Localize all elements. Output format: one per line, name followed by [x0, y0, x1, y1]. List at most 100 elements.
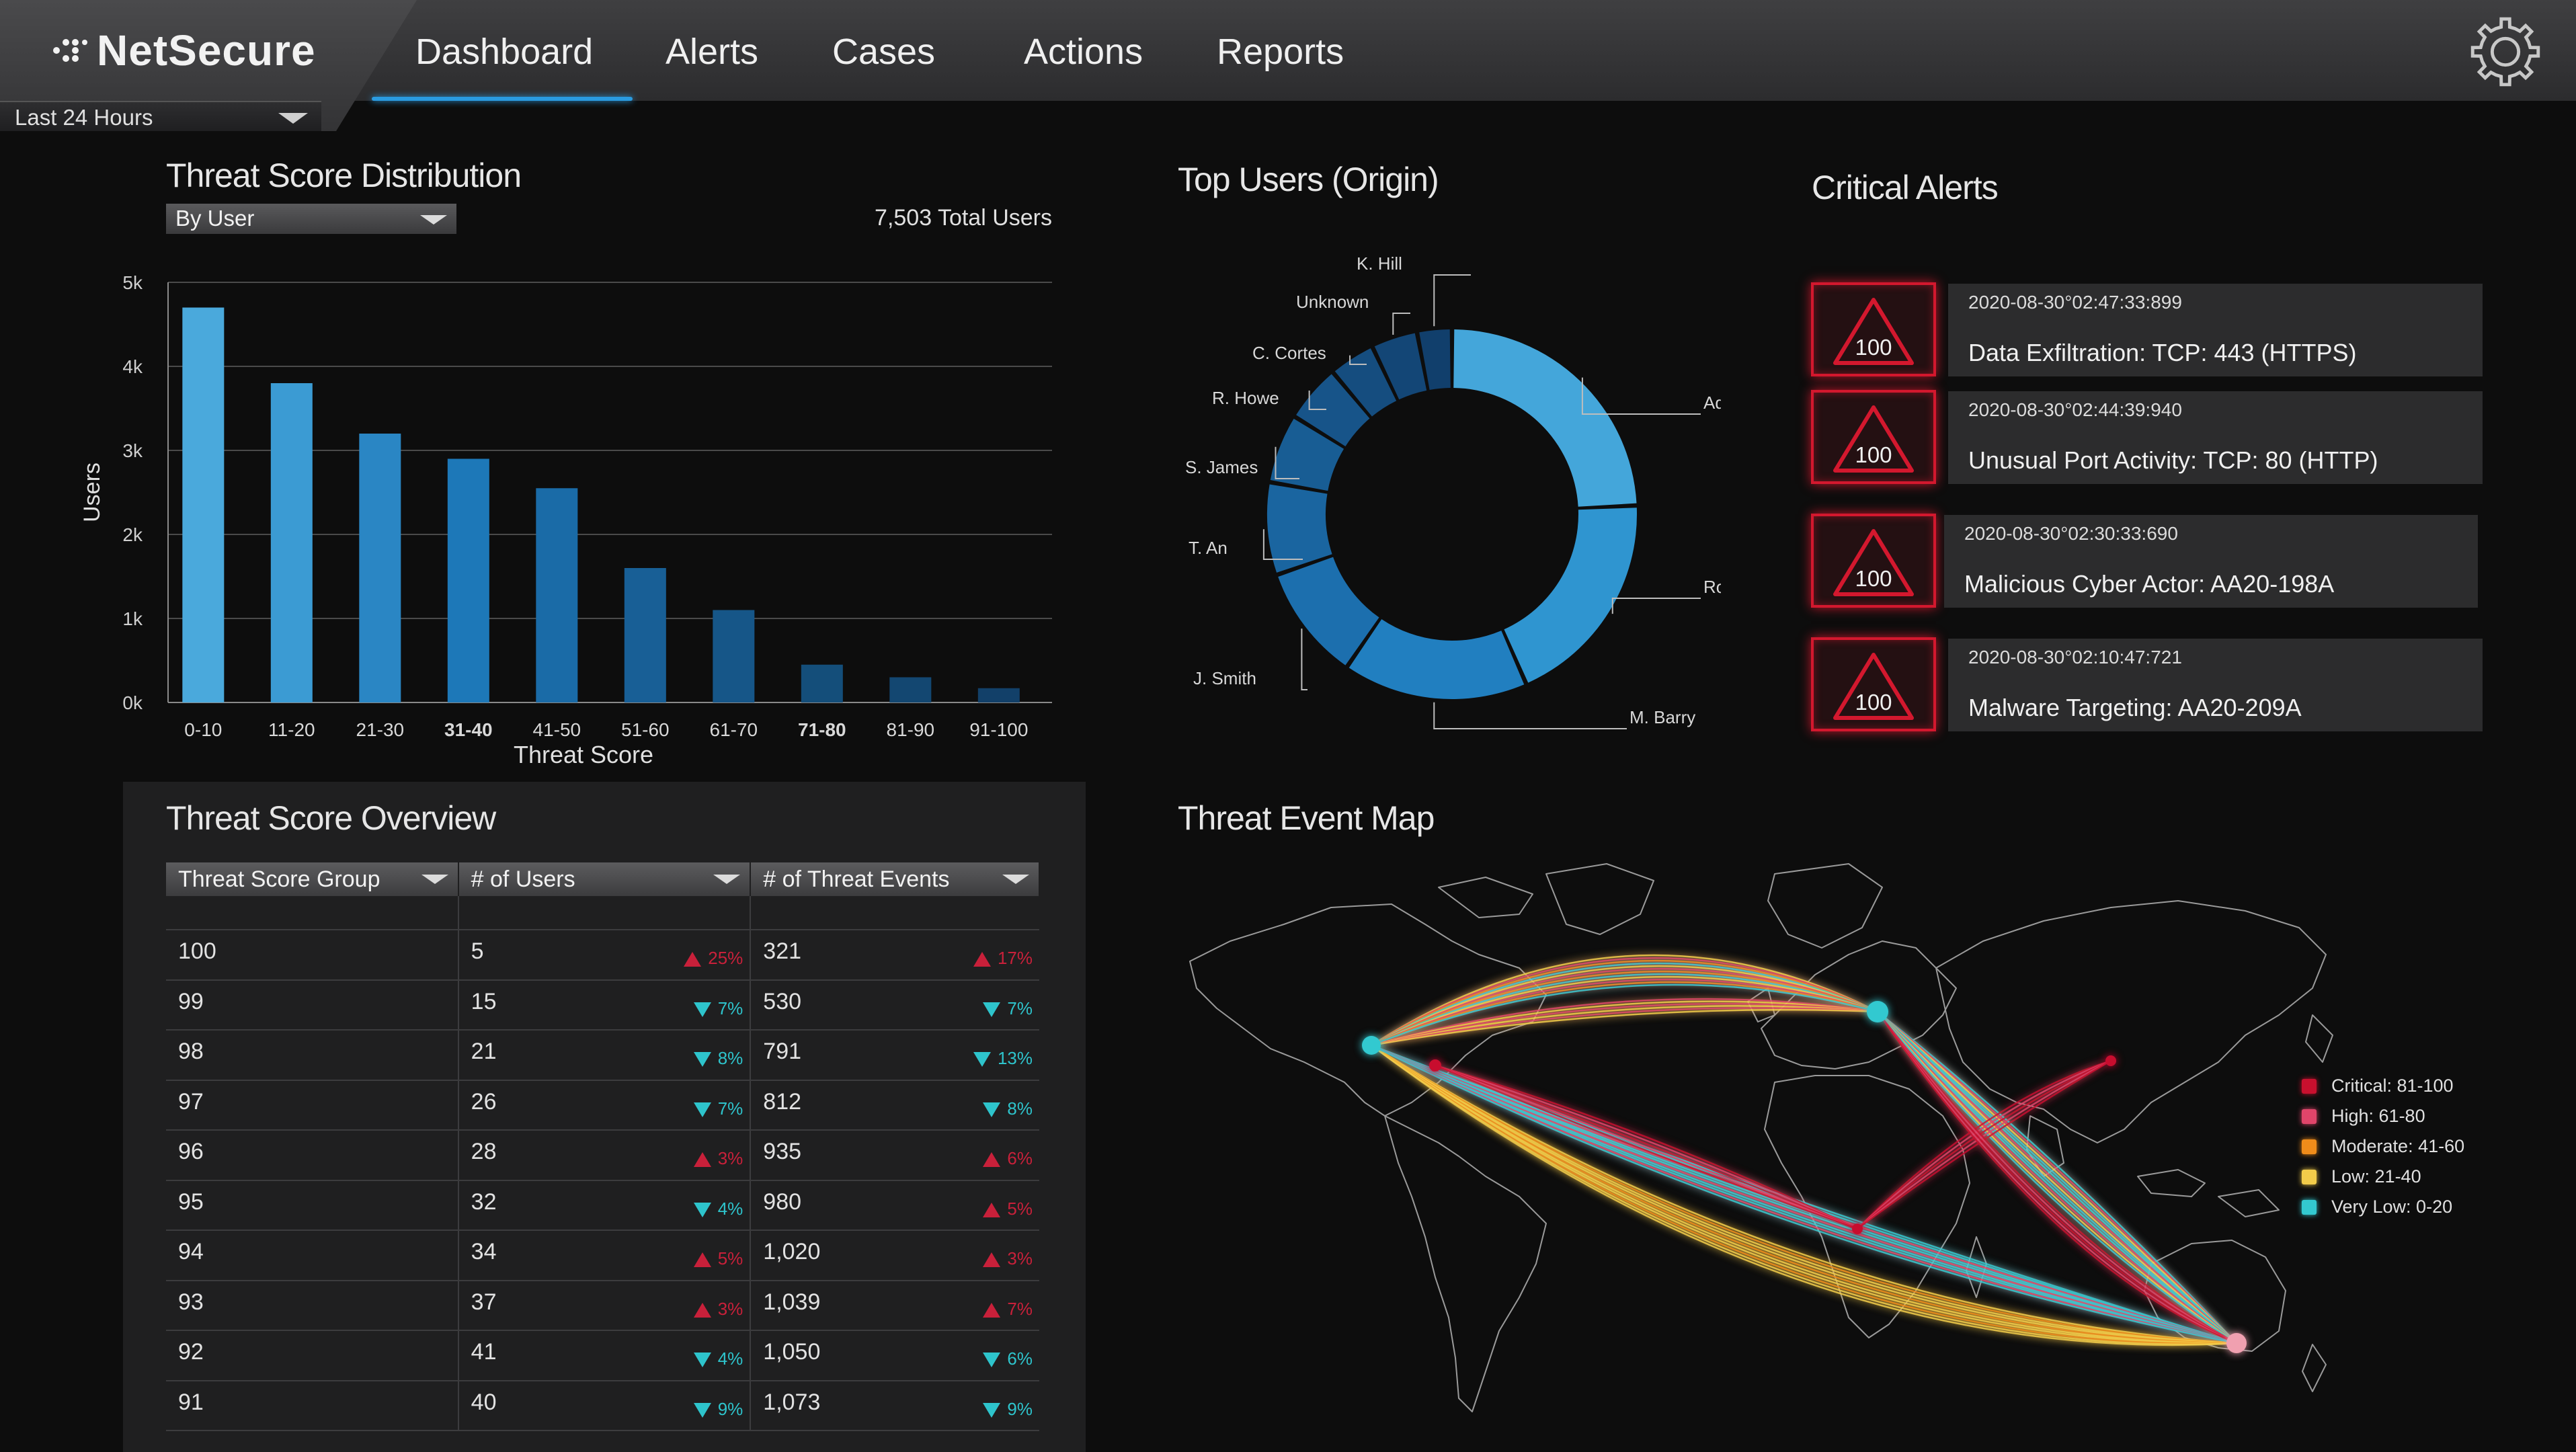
threat-arc [1877, 1011, 2237, 1344]
bar[interactable] [359, 434, 401, 702]
tab-dashboard[interactable]: Dashboard [415, 32, 594, 72]
donut-label: S. James [1185, 457, 1258, 477]
table-row[interactable]: 97 26 7% 812 8% [166, 1080, 1039, 1131]
threat-arcs [1371, 954, 2237, 1346]
threat-arc [1371, 965, 1878, 1047]
trend-value: 3% [1007, 1248, 1033, 1268]
threat-event-map[interactable] [1170, 860, 2447, 1445]
column-header-group[interactable]: Threat Score Group [166, 862, 459, 896]
group-by-select[interactable]: By User [166, 204, 456, 234]
threat-arc [1877, 1011, 2237, 1344]
gear-icon[interactable] [2466, 12, 2545, 91]
threat-arc [1435, 1064, 1858, 1230]
table-spacer-row [166, 896, 1039, 930]
trend-delta: 17% [973, 948, 1033, 969]
bar[interactable] [977, 688, 1020, 702]
donut-slice[interactable] [1296, 374, 1370, 446]
legend-swatch [2302, 1109, 2317, 1124]
brand-logo[interactable]: NetSecure [52, 26, 316, 75]
donut-slice[interactable] [1267, 484, 1332, 573]
column-header-events[interactable]: # of Threat Events [750, 862, 1040, 896]
alert-score-badge[interactable]: 100 [1811, 637, 1936, 731]
table-cell: 94 [166, 1230, 459, 1281]
table-row[interactable]: 95 32 4% 980 5% [166, 1180, 1039, 1231]
bar[interactable] [447, 458, 489, 703]
table-row[interactable]: 93 37 3% 1,039 7% [166, 1280, 1039, 1331]
x-axis-label: Threat Score [514, 741, 653, 766]
table-row[interactable]: 94 34 5% 1,020 3% [166, 1230, 1039, 1281]
tab-reports[interactable]: Reports [1217, 32, 1344, 72]
donut-slice[interactable] [1374, 333, 1427, 400]
alert-card[interactable]: 2020-08-30°02:44:39:940 Unusual Port Act… [1948, 391, 2483, 484]
threat-arc [1371, 1044, 2237, 1344]
threat-arc [1371, 973, 1878, 1047]
donut-slice[interactable] [1349, 619, 1525, 699]
threat-arc [1371, 1044, 2237, 1344]
alert-score-badge[interactable]: 100 [1811, 282, 1936, 376]
trend-value: 9% [717, 1398, 743, 1419]
threat-arc [1877, 1011, 2237, 1344]
bar[interactable] [801, 664, 843, 702]
table-row[interactable]: 98 21 8% 791 13% [166, 1030, 1039, 1081]
cell-value: 1,020 [763, 1239, 821, 1264]
table-cell: 100 [166, 930, 459, 981]
table-row[interactable]: 100 5 25% 321 17% [166, 930, 1039, 981]
node-north-america[interactable] [1362, 1036, 1381, 1055]
trend-delta: 9% [983, 1399, 1033, 1420]
tab-alerts[interactable]: Alerts [666, 32, 759, 72]
y-tick-label: 3k [122, 440, 143, 461]
cell-value: 26 [471, 1088, 497, 1115]
bar[interactable] [536, 488, 578, 702]
alert-message: Unusual Port Activity: TCP: 80 (HTTP) [1968, 446, 2378, 474]
warning-triangle-icon [1833, 298, 1914, 365]
bar[interactable] [889, 677, 932, 703]
column-header-users[interactable]: # of Users [458, 862, 752, 896]
column-header-label: Threat Score Group [178, 866, 380, 892]
donut-slice[interactable] [1270, 418, 1344, 491]
node-europe[interactable] [1867, 1001, 1888, 1022]
cell-value: 980 [763, 1188, 802, 1215]
alert-card[interactable]: 2020-08-30°02:47:33:899 Data Exfiltratio… [1948, 284, 2483, 376]
table-row[interactable]: 96 28 3% 935 6% [166, 1130, 1039, 1181]
trend-down-icon [693, 1353, 711, 1368]
donut-slice[interactable] [1453, 329, 1637, 507]
donut-slice[interactable] [1419, 329, 1451, 390]
node-africa[interactable] [1852, 1223, 1863, 1234]
threat-arc [1877, 1011, 2237, 1344]
donut-slice[interactable] [1334, 348, 1397, 417]
donut-slice[interactable] [1278, 557, 1379, 666]
cell-value: 98 [178, 1039, 204, 1064]
sort-caret-icon [1002, 875, 1029, 884]
alert-card[interactable]: 2020-08-30°02:10:47:721 Malware Targetin… [1948, 639, 2483, 731]
alert-score-badge[interactable]: 100 [1811, 390, 1936, 484]
trend-value: 9% [1007, 1398, 1033, 1419]
table-row[interactable]: 91 40 9% 1,073 9% [166, 1380, 1039, 1431]
bar[interactable] [624, 568, 666, 702]
node-asia[interactable] [2105, 1055, 2116, 1066]
table-row[interactable]: 92 41 4% 1,050 6% [166, 1330, 1039, 1381]
node-atlantic[interactable] [1429, 1059, 1441, 1072]
critical-alerts-title: Critical Alerts [1812, 169, 1999, 206]
tab-actions[interactable]: Actions [1024, 32, 1143, 72]
legend-item: Very Low: 0-20 [2302, 1197, 2452, 1223]
time-range-select[interactable]: Last 24 Hours [0, 101, 321, 131]
cell-value: 91 [178, 1389, 204, 1415]
bar[interactable] [182, 307, 225, 703]
node-australia[interactable] [2226, 1333, 2247, 1353]
total-users: 7,503 Total Users [875, 205, 1052, 231]
x-tick-label: 51-60 [621, 719, 670, 740]
cell-value: 37 [471, 1289, 497, 1315]
table-cell: 15 7% [458, 979, 752, 1031]
donut-slice[interactable] [1504, 508, 1637, 683]
trend-up-icon [684, 952, 702, 967]
tab-cases[interactable]: Cases [832, 32, 936, 72]
bar[interactable] [713, 610, 755, 703]
alert-score-badge[interactable]: 100 [1811, 514, 1936, 608]
alert-card[interactable]: 2020-08-30°02:30:33:690 Malicious Cyber … [1944, 515, 2478, 608]
table-row[interactable]: 99 15 7% 530 7% [166, 979, 1039, 1031]
threat-arc [1371, 1008, 1878, 1047]
bar[interactable] [270, 383, 313, 702]
trend-up-icon [983, 1302, 1001, 1318]
threat-arc [1877, 1011, 2237, 1344]
alert-message: Malware Targeting: AA20-209A [1968, 694, 2302, 721]
